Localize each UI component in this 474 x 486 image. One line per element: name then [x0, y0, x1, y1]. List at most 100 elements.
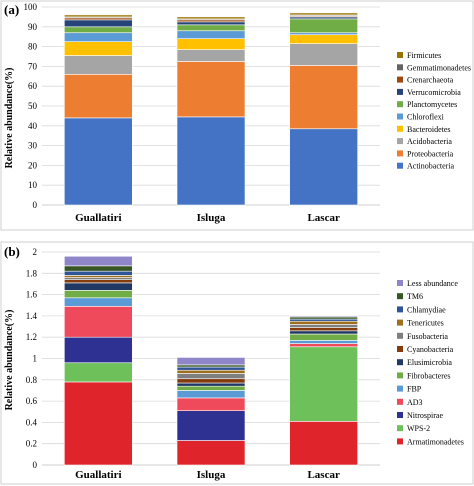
bar-segment-isluga-verrucomicrobia	[176, 21, 246, 26]
legend-label-fbp: FBP	[407, 385, 422, 394]
legend-label-fusobacteria: Fusobacteria	[407, 332, 448, 341]
bar-segment-lascar-cyanobacteria	[289, 327, 358, 332]
bar-segment-guallatiri-armatimonadetes	[64, 381, 133, 466]
legend-label-proteobacteria: Proteobacteria	[407, 149, 454, 158]
legend-label-fibrobacteres: Fibrobacteres	[407, 371, 451, 380]
bar-segment-lascar-planctomycetes	[289, 18, 358, 34]
panel-b-frame	[0, 241, 474, 485]
panel-b-y-tick-label: 0.2	[26, 439, 37, 449]
bar-segment-lascar-armatimonadetes	[289, 421, 358, 466]
bar-segment-guallatiri-acidobacteria	[64, 55, 133, 75]
bar-segment-isluga-fbp	[176, 390, 246, 399]
panel-b-y-tick-label: 1	[33, 354, 38, 364]
panel-b-y-tick-label: 0.8	[26, 375, 38, 385]
legend-swatch-actinobacteria	[397, 162, 403, 169]
bar-segment-guallatiri-tenericutes	[64, 275, 133, 278]
panel-a-y-tick-label: 80	[28, 42, 38, 52]
panel-a-y-tick-label: 20	[28, 160, 38, 170]
panel-b-y-tick-label: 0.6	[26, 396, 38, 406]
legend-label-verrucomicrobia: Verrucomicrobia	[407, 88, 461, 97]
bar-segment-guallatiri-chloroflexi	[64, 32, 133, 42]
legend-swatch-tenericutes	[397, 319, 403, 326]
panel-a-y-tick-label: 40	[28, 121, 38, 131]
panel-b-y-tick-label: 1.4	[26, 311, 38, 321]
legend-swatch-nitrospirae	[397, 412, 403, 418]
category-label-guallatiri: Guallatiri	[75, 469, 121, 481]
legend-swatch-cyanobacteria	[397, 346, 403, 352]
legend-swatch-tm6	[397, 293, 403, 300]
panel-a-y-tick-label: 0	[33, 200, 38, 210]
legend-swatch-planctomycetes	[397, 101, 403, 108]
legend-swatch-acidobacteria	[397, 138, 403, 145]
panel-b-categories: Guallatiri Isluga Lascar	[75, 469, 340, 481]
bar-segment-isluga-planctomycetes	[176, 24, 246, 32]
legend-label-actinobacteria: Actinobacteria	[407, 162, 455, 171]
legend-label-nitrospirae: Nitrospirae	[407, 411, 443, 420]
legend-label-bacteroidetes: Bacteroidetes	[407, 125, 451, 134]
bar-segment-guallatiri-nitrospirae	[64, 336, 133, 364]
legend-swatch-bacteroidetes	[397, 125, 403, 132]
legend-swatch-gemmatimonadetes	[397, 64, 403, 71]
legend-label-ad3: AD3	[407, 398, 423, 407]
legend-swatch-fibrobacteres	[397, 372, 403, 379]
legend-label-cyanobacteria: Cyanobacteria	[407, 345, 454, 354]
legend-label-elusimicrobia: Elusimicrobia	[407, 358, 452, 367]
bar-segment-lascar-bacteroidetes	[289, 34, 358, 44]
bar-segment-guallatiri-elusimicrobia	[64, 282, 133, 291]
bar-segment-lascar-proteobacteria	[289, 65, 358, 130]
bar-segment-guallatiri-fusobacteria	[64, 277, 133, 280]
panel-b-y-ticks: 0 0.2 0.4 0.6 0.8 1 1.2 1.4 1.6 1.8 2	[26, 247, 38, 470]
bar-segment-lascar-actinobacteria	[289, 128, 358, 206]
legend-swatch-armatimonadetes	[397, 438, 403, 445]
bar-segment-isluga-chlamydiae	[176, 366, 246, 371]
bar-segment-lascar-tm6	[289, 316, 358, 320]
panel-a-bars	[64, 12, 358, 206]
bar-segment-isluga-nitrospirae	[176, 410, 246, 441]
panel-b-y-tick-label: 1.2	[26, 332, 37, 342]
legend-label-tenericutes: Tenericutes	[407, 319, 444, 328]
panel-a-frame	[0, 0, 474, 231]
bar-segment-guallatiri-ad3	[64, 306, 133, 338]
bar-segment-guallatiri-fbp	[64, 297, 133, 307]
legend-label-gemmatimonadetes: Gemmatimonadetes	[407, 63, 471, 72]
panel-b-y-tick-label: 0.4	[26, 417, 38, 427]
bar-segment-lascar-elusimicrobia	[289, 330, 358, 335]
panel-a-y-tick-label: 100	[24, 2, 38, 12]
legend-swatch-chloroflexi	[397, 113, 403, 120]
panel-b-y-tick-label: 2	[33, 247, 38, 257]
panel-b-y-axis-title: Relative abundance(%)	[4, 310, 15, 411]
legend-swatch-proteobacteria	[397, 150, 403, 157]
panel-b-y-tick-label: 0	[33, 460, 38, 470]
panel-a-y-tick-label: 50	[28, 101, 38, 111]
bar-segment-lascar-tenericutes	[289, 320, 358, 325]
bar-segment-guallatiri-fibrobacteres	[64, 290, 133, 299]
bar-segment-lascar-ad3	[289, 343, 358, 348]
bar-segment-guallatiri-verrucomicrobia	[64, 19, 133, 28]
bar-segment-lascar-acidobacteria	[289, 43, 358, 66]
legend-label-less-abundance: Less abundance	[407, 279, 458, 288]
bar-segment-isluga-chloroflexi	[176, 30, 246, 39]
category-label-lascar: Lascar	[307, 212, 340, 224]
bar-segment-isluga-tenericutes	[176, 369, 246, 374]
bar-segment-guallatiri-cyanobacteria	[64, 279, 133, 284]
bar-segment-lascar-fibrobacteres	[289, 333, 358, 341]
panel-a: (a) Relative abundance(%) 0 10 20 30 40 50 60 7…	[0, 0, 474, 231]
legend-label-wps-2: WPS-2	[407, 424, 430, 433]
legend-swatch-fbp	[397, 385, 403, 392]
legend-label-crenarchaeota: Crenarchaeota	[407, 76, 454, 85]
bar-segment-lascar-firmicutes	[289, 12, 358, 16]
bar-segment-isluga-ad3	[176, 397, 246, 411]
bar-segment-guallatiri-bacteroidetes	[64, 41, 133, 56]
bar-segment-isluga-firmicutes	[176, 16, 246, 20]
legend-swatch-less-abundance	[397, 280, 403, 286]
legend-label-chlamydiae: Chlamydiae	[407, 305, 446, 314]
legend-label-firmicutes: Firmicutes	[407, 51, 441, 60]
panel-a-y-ticks: 0 10 20 30 40 50 60 70 80 90 100	[24, 2, 38, 210]
panel-a-y-tick-label: 30	[28, 141, 38, 151]
bar-segment-isluga-bacteroidetes	[176, 38, 246, 50]
bar-segment-isluga-tm6	[176, 364, 246, 368]
legend-swatch-elusimicrobia	[397, 359, 403, 366]
bar-segment-isluga-actinobacteria	[176, 116, 246, 206]
bar-segment-guallatiri-wps-2	[64, 362, 133, 383]
